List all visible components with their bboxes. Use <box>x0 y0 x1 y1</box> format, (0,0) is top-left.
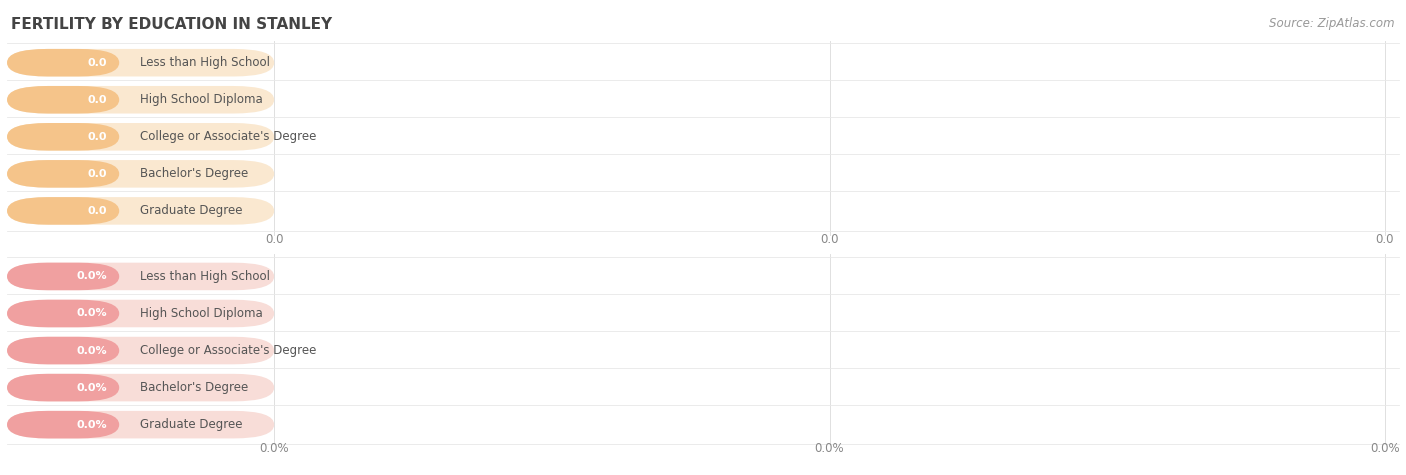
FancyBboxPatch shape <box>7 49 274 76</box>
FancyBboxPatch shape <box>7 374 274 401</box>
Text: Source: ZipAtlas.com: Source: ZipAtlas.com <box>1270 17 1395 29</box>
FancyBboxPatch shape <box>7 300 274 327</box>
Text: 0.0%: 0.0% <box>259 442 290 456</box>
Text: High School Diploma: High School Diploma <box>139 93 263 106</box>
FancyBboxPatch shape <box>7 86 274 114</box>
Text: Less than High School: Less than High School <box>139 56 270 69</box>
FancyBboxPatch shape <box>7 411 120 438</box>
FancyBboxPatch shape <box>7 49 120 76</box>
Text: 0.0: 0.0 <box>87 206 107 216</box>
FancyBboxPatch shape <box>7 197 274 225</box>
Text: High School Diploma: High School Diploma <box>139 307 263 320</box>
FancyBboxPatch shape <box>7 263 120 290</box>
Text: Graduate Degree: Graduate Degree <box>139 204 242 218</box>
Text: Graduate Degree: Graduate Degree <box>139 418 242 431</box>
FancyBboxPatch shape <box>7 123 120 151</box>
Text: 0.0%: 0.0% <box>1369 442 1400 456</box>
FancyBboxPatch shape <box>7 160 120 188</box>
Text: 0.0: 0.0 <box>264 233 284 247</box>
FancyBboxPatch shape <box>7 263 274 290</box>
Text: Bachelor's Degree: Bachelor's Degree <box>139 381 247 394</box>
Text: College or Associate's Degree: College or Associate's Degree <box>139 344 316 357</box>
Text: Less than High School: Less than High School <box>139 270 270 283</box>
Text: 0.0: 0.0 <box>87 95 107 105</box>
FancyBboxPatch shape <box>7 197 120 225</box>
Text: 0.0%: 0.0% <box>76 308 107 319</box>
FancyBboxPatch shape <box>7 337 120 364</box>
Text: 0.0: 0.0 <box>87 57 107 68</box>
Text: 0.0%: 0.0% <box>76 419 107 430</box>
Text: 0.0: 0.0 <box>820 233 839 247</box>
FancyBboxPatch shape <box>7 337 274 364</box>
Text: 0.0: 0.0 <box>1375 233 1395 247</box>
FancyBboxPatch shape <box>7 160 274 188</box>
Text: 0.0%: 0.0% <box>814 442 845 456</box>
FancyBboxPatch shape <box>7 123 274 151</box>
Text: 0.0%: 0.0% <box>76 382 107 393</box>
Text: Bachelor's Degree: Bachelor's Degree <box>139 167 247 180</box>
Text: 0.0%: 0.0% <box>76 271 107 282</box>
Text: 0.0: 0.0 <box>87 132 107 142</box>
Text: 0.0: 0.0 <box>87 169 107 179</box>
FancyBboxPatch shape <box>7 374 120 401</box>
FancyBboxPatch shape <box>7 411 274 438</box>
Text: 0.0%: 0.0% <box>76 345 107 356</box>
FancyBboxPatch shape <box>7 86 120 114</box>
FancyBboxPatch shape <box>7 300 120 327</box>
Text: FERTILITY BY EDUCATION IN STANLEY: FERTILITY BY EDUCATION IN STANLEY <box>11 17 332 32</box>
Text: College or Associate's Degree: College or Associate's Degree <box>139 130 316 143</box>
